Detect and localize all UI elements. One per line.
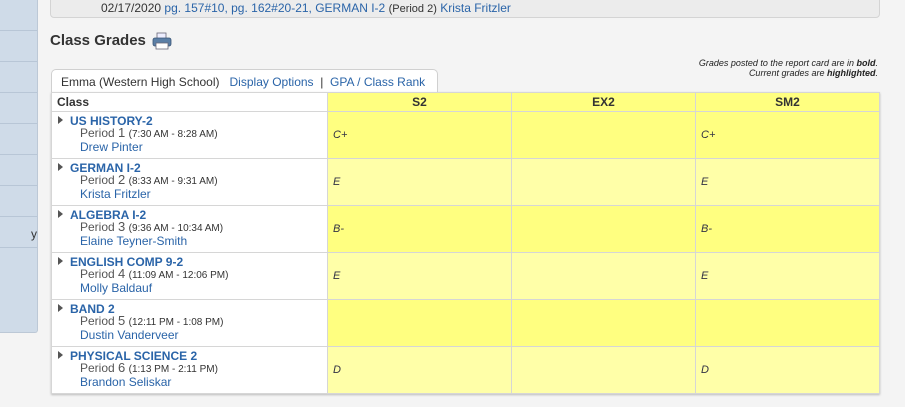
grade-cell-s2[interactable]: B-: [327, 205, 512, 253]
separator: |: [320, 75, 324, 89]
period-info: Period 2 (8:33 AM - 9:31 AM): [80, 172, 218, 187]
column-header-s2: S2: [327, 92, 512, 112]
grade-cell-s2[interactable]: E: [327, 158, 512, 206]
sidebar-item[interactable]: [0, 155, 37, 186]
note-assignment-link[interactable]: pg. 157#10, pg. 162#20-21,: [164, 1, 312, 15]
class-cell: ENGLISH COMP 9-2 Period 4 (11:09 AM - 12…: [51, 252, 328, 300]
grade-cell-s2[interactable]: [327, 299, 512, 347]
column-header-sm2: SM2: [695, 92, 880, 112]
grade-cell-ex2[interactable]: [511, 346, 696, 394]
student-name: Emma (Western High School): [61, 75, 220, 89]
grade-cell-sm2[interactable]: E: [695, 158, 880, 206]
table-row: ALGEBRA I-2 Period 3 (9:36 AM - 10:34 AM…: [51, 205, 880, 253]
grade-cell-sm2[interactable]: B-: [695, 205, 880, 253]
table-row: GERMAN I-2 Period 2 (8:33 AM - 9:31 AM) …: [51, 158, 880, 206]
class-cell: PHYSICAL SCIENCE 2 Period 6 (1:13 PM - 2…: [51, 346, 328, 394]
student-tab[interactable]: Emma (Western High School) Display Optio…: [51, 69, 438, 93]
period-info: Period 3 (9:36 AM - 10:34 AM): [80, 219, 224, 234]
period-info: Period 4 (11:09 AM - 12:06 PM): [80, 266, 229, 281]
sidebar-item[interactable]: [0, 62, 37, 93]
page-title: Class Grades: [50, 32, 146, 49]
note-teacher-link[interactable]: Krista Fritzler: [440, 1, 511, 15]
course-link[interactable]: PHYSICAL SCIENCE 2: [70, 349, 198, 363]
class-cell: BAND 2 Period 5 (12:11 PM - 1:08 PM) Dus…: [51, 299, 328, 347]
grade-cell-sm2[interactable]: C+: [695, 111, 880, 159]
sidebar-item[interactable]: [0, 0, 37, 31]
grade-cell-sm2[interactable]: E: [695, 252, 880, 300]
expand-triangle-icon[interactable]: [58, 304, 63, 312]
sidebar-item[interactable]: y: [0, 217, 37, 248]
note-period: (Period 2): [388, 3, 437, 15]
period-info: Period 6 (1:13 PM - 2:11 PM): [80, 360, 218, 375]
course-link[interactable]: ENGLISH COMP 9-2: [70, 255, 184, 269]
course-link[interactable]: GERMAN I-2: [70, 161, 141, 175]
grades-legend: Grades posted to the report card are in …: [698, 58, 878, 78]
class-cell: US HISTORY-2 Period 1 (7:30 AM - 8:28 AM…: [51, 111, 328, 159]
expand-triangle-icon[interactable]: [58, 257, 63, 265]
sidebar-item[interactable]: [0, 248, 37, 279]
sidebar-item[interactable]: [0, 186, 37, 217]
teacher-link[interactable]: Molly Baldauf: [80, 281, 153, 295]
grade-cell-ex2[interactable]: [511, 205, 696, 253]
table-row: BAND 2 Period 5 (12:11 PM - 1:08 PM) Dus…: [51, 299, 880, 347]
printer-icon[interactable]: [152, 32, 172, 50]
note-date: 02/17/2020: [101, 1, 162, 15]
table-row: ENGLISH COMP 9-2 Period 4 (11:09 AM - 12…: [51, 252, 880, 300]
grade-cell-ex2[interactable]: [511, 252, 696, 300]
column-header-ex2: EX2: [511, 92, 696, 112]
grade-cell-sm2[interactable]: [695, 299, 880, 347]
gpa-class-rank-link[interactable]: GPA / Class Rank: [330, 75, 426, 89]
class-cell: ALGEBRA I-2 Period 3 (9:36 AM - 10:34 AM…: [51, 205, 328, 253]
grade-cell-sm2[interactable]: D: [695, 346, 880, 394]
table-row: PHYSICAL SCIENCE 2 Period 6 (1:13 PM - 2…: [51, 346, 880, 394]
expand-triangle-icon[interactable]: [58, 210, 63, 218]
grade-cell-ex2[interactable]: [511, 111, 696, 159]
teacher-link[interactable]: Brandon Seliskar: [80, 375, 172, 389]
teacher-link[interactable]: Drew Pinter: [80, 140, 143, 154]
grade-cell-s2[interactable]: D: [327, 346, 512, 394]
grades-table: Class S2 EX2 SM2 US HISTORY-2 Period 1 (…: [51, 92, 880, 394]
grade-cell-ex2[interactable]: [511, 299, 696, 347]
course-link[interactable]: BAND 2: [70, 302, 115, 316]
sidebar-item[interactable]: [0, 124, 37, 155]
class-cell: GERMAN I-2 Period 2 (8:33 AM - 9:31 AM) …: [51, 158, 328, 206]
table-row: US HISTORY-2 Period 1 (7:30 AM - 8:28 AM…: [51, 111, 880, 159]
period-info: Period 5 (12:11 PM - 1:08 PM): [80, 313, 224, 328]
grade-cell-s2[interactable]: C+: [327, 111, 512, 159]
sidebar-nav: y: [0, 0, 38, 333]
sidebar-item[interactable]: [0, 31, 37, 62]
expand-triangle-icon[interactable]: [58, 163, 63, 171]
note-course-link[interactable]: GERMAN I-2: [315, 1, 386, 15]
teacher-link[interactable]: Elaine Teyner-Smith: [80, 234, 188, 248]
course-link[interactable]: US HISTORY-2: [70, 114, 153, 128]
period-info: Period 1 (7:30 AM - 8:28 AM): [80, 125, 218, 140]
course-link[interactable]: ALGEBRA I-2: [70, 208, 147, 222]
expand-triangle-icon[interactable]: [58, 351, 63, 359]
teacher-link[interactable]: Krista Fritzler: [80, 187, 151, 201]
grade-cell-s2[interactable]: E: [327, 252, 512, 300]
column-header-class: Class: [51, 92, 328, 112]
grade-cell-ex2[interactable]: [511, 158, 696, 206]
teacher-link[interactable]: Dustin Vanderveer: [80, 328, 179, 342]
sidebar-item[interactable]: [0, 93, 37, 124]
assignment-note: 02/17/2020 pg. 157#10, pg. 162#20-21, GE…: [50, 0, 880, 18]
display-options-link[interactable]: Display Options: [229, 75, 314, 89]
expand-triangle-icon[interactable]: [58, 116, 63, 124]
